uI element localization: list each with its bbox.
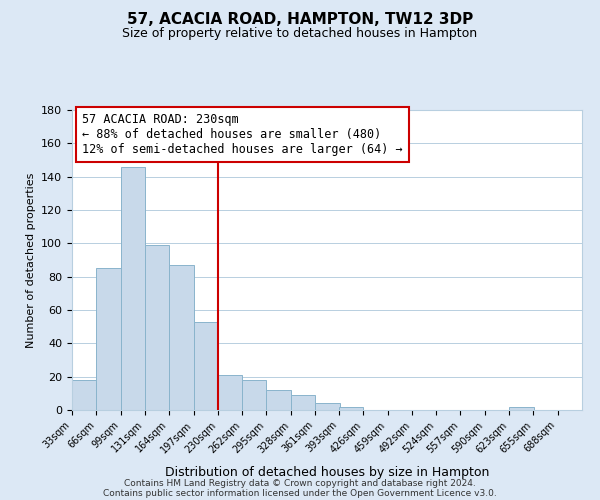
Bar — [290, 395, 315, 410]
Bar — [242, 380, 266, 410]
Bar — [218, 375, 242, 410]
Bar — [509, 406, 534, 410]
Bar — [169, 265, 194, 410]
Bar — [194, 322, 218, 410]
Y-axis label: Number of detached properties: Number of detached properties — [26, 172, 35, 348]
Bar — [266, 390, 290, 410]
Bar — [121, 166, 145, 410]
Bar — [145, 245, 169, 410]
Text: 57, ACACIA ROAD, HAMPTON, TW12 3DP: 57, ACACIA ROAD, HAMPTON, TW12 3DP — [127, 12, 473, 28]
Text: Size of property relative to detached houses in Hampton: Size of property relative to detached ho… — [122, 28, 478, 40]
Text: Contains public sector information licensed under the Open Government Licence v3: Contains public sector information licen… — [103, 488, 497, 498]
Text: Contains HM Land Registry data © Crown copyright and database right 2024.: Contains HM Land Registry data © Crown c… — [124, 478, 476, 488]
Bar — [339, 406, 364, 410]
Text: 57 ACACIA ROAD: 230sqm
← 88% of detached houses are smaller (480)
12% of semi-de: 57 ACACIA ROAD: 230sqm ← 88% of detached… — [82, 113, 403, 156]
X-axis label: Distribution of detached houses by size in Hampton: Distribution of detached houses by size … — [165, 466, 489, 479]
Bar — [315, 404, 340, 410]
Bar — [72, 380, 97, 410]
Bar — [97, 268, 121, 410]
